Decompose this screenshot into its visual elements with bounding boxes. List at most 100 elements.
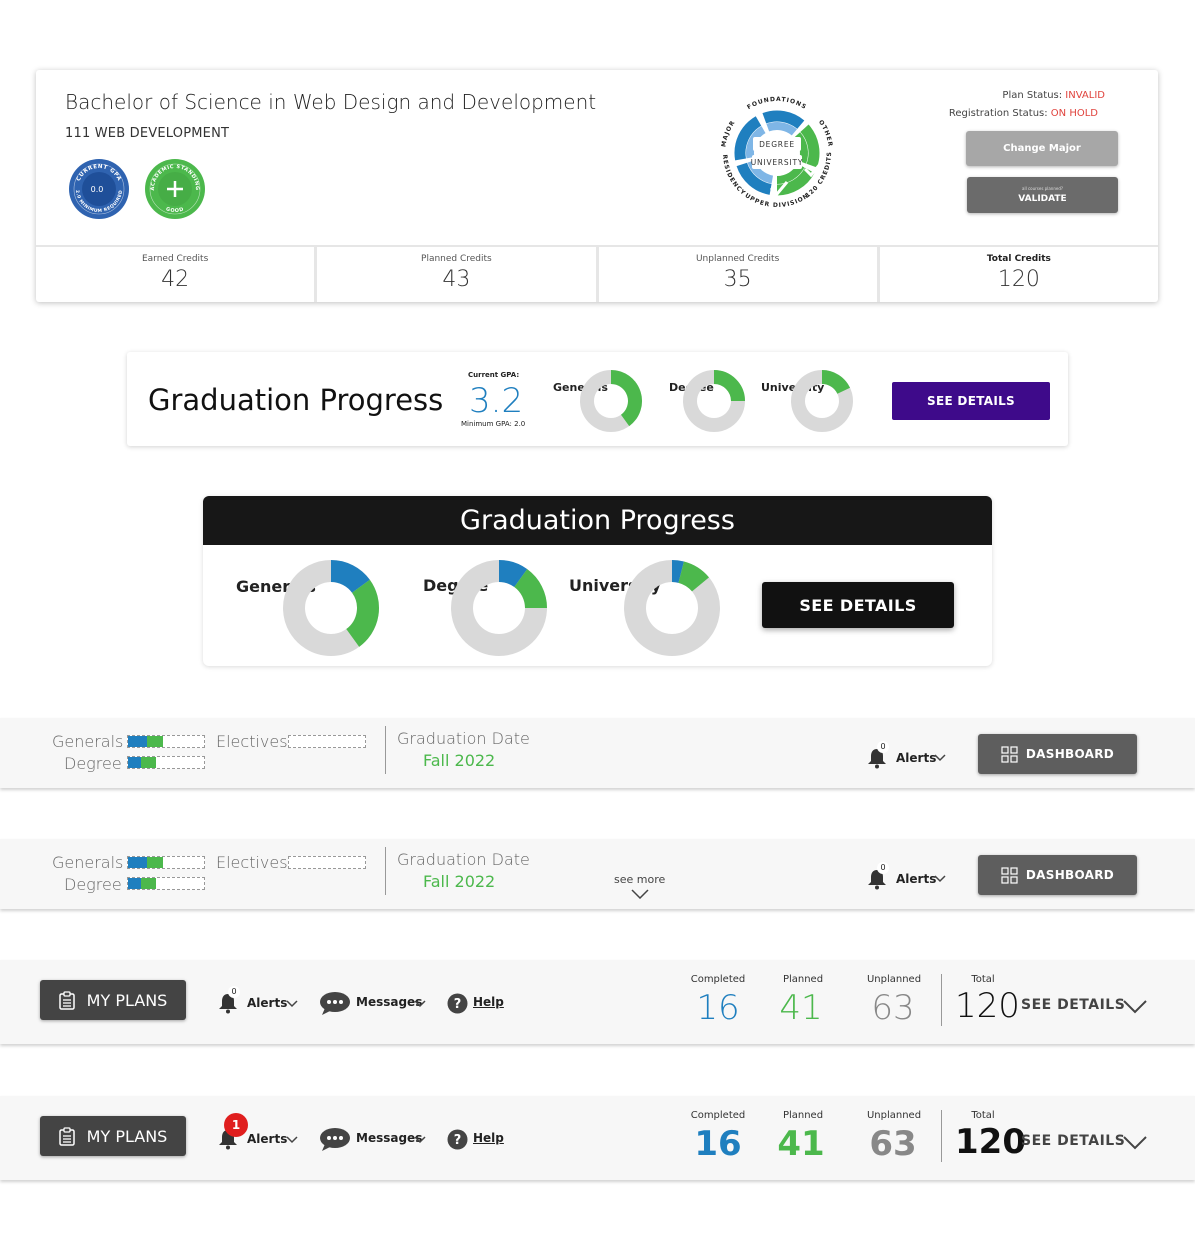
help-icon[interactable]: ? [447,1129,468,1150]
alerts-label[interactable]: Alerts [247,996,288,1010]
help-icon[interactable]: ? [447,993,468,1014]
help-link[interactable]: Help [473,995,504,1009]
messages-label[interactable]: Messages [356,1131,423,1145]
graduation-date-label: Graduation Date [397,729,530,748]
gpa-value: 0.0 [91,185,104,194]
earned-credits: Earned Credits 42 [36,247,318,302]
unplanned-credits: Unplanned Credits 35 [599,247,880,302]
alerts-label[interactable]: Alerts [896,751,937,765]
electives-label: Electives [216,853,288,872]
status-bar: Generals Degree Electives Graduation Dat… [0,718,1195,788]
see-details-link[interactable]: SEE DETAILS [1021,997,1126,1013]
credit-value: 42 [161,267,190,292]
generals-donut [283,560,379,656]
dashboard-button[interactable]: DASHBOARD [978,734,1137,774]
change-major-button[interactable]: Change Major [966,131,1118,166]
messages-icon[interactable] [319,990,351,1016]
chevron-down-icon[interactable] [286,1000,298,1008]
credit-value: 120 [997,267,1040,292]
see-details-link[interactable]: SEE DETAILS [1021,1133,1126,1149]
plan-status-label: Plan Status: [1002,90,1063,101]
chevron-down-icon[interactable] [631,889,649,899]
degree-progress-bar [127,756,205,769]
dashboard-button[interactable]: DASHBOARD [978,855,1137,895]
completed-label: Completed [690,974,746,985]
help-link[interactable]: Help [473,1131,504,1145]
credit-value: 43 [442,267,471,292]
validate-button[interactable]: all courses planned? VALIDATE [967,177,1118,213]
registration-status: Registration Status: ON HOLD [949,108,1098,119]
graduation-progress-header: Graduation Progress [203,496,992,545]
divider [941,1110,942,1162]
see-more-link[interactable]: see more [614,873,666,886]
wheel-segment-outer [762,110,805,130]
generals-donut [580,370,642,432]
planned-arc [513,569,547,609]
dashboard-label: DASHBOARD [1025,868,1115,882]
messages-label[interactable]: Messages [356,995,423,1009]
completed-arc [498,560,528,588]
degree-card: Bachelor of Science in Web Design and De… [36,70,1158,302]
wheel-segment-outer [736,162,772,195]
credit-label: Total Credits [986,254,1051,264]
messages-icon[interactable] [319,1126,351,1152]
unplanned-label: Unplanned [866,1110,922,1121]
electives-label: Electives [216,732,288,751]
degree-title: Bachelor of Science in Web Design and De… [65,90,597,114]
planned-label: Planned [782,1110,824,1121]
planned-arc [345,579,379,647]
chevron-down-icon[interactable] [1123,1000,1147,1014]
wheel-segment-outer [800,124,820,168]
university-donut [624,560,720,656]
generals-progress-bar [127,735,205,748]
graduation-date-value: Fall 2022 [423,872,496,891]
graduation-date-label: Graduation Date [397,850,530,869]
wheel-label-other: OTHER [817,119,833,148]
wheel-center-degree: DEGREE [759,140,795,149]
validate-label: VALIDATE [1018,194,1067,204]
clipboard-icon [58,990,75,1010]
plan-status-value: INVALID [1065,90,1105,101]
see-details-button[interactable]: SEE DETAILS [892,382,1050,420]
svg-text:OTHER: OTHER [817,119,834,148]
chevron-down-icon[interactable] [934,754,946,762]
plans-bar: MY PLANS 0 Alerts Messages ? Help Comple… [0,960,1195,1044]
my-plans-button[interactable]: MY PLANS [40,1116,186,1156]
wheel-label-foundations: FOUNDATIONS [746,96,807,111]
chevron-down-icon[interactable] [934,875,946,883]
alerts-label[interactable]: Alerts [896,872,937,886]
chevron-down-icon[interactable] [286,1136,298,1144]
plan-status: Plan Status: INVALID [1002,90,1105,101]
credit-value: 35 [723,267,752,292]
graduation-date-value: Fall 2022 [423,751,496,770]
alerts-label[interactable]: Alerts [247,1132,288,1146]
my-plans-button[interactable]: MY PLANS [40,980,186,1020]
status-bar-expandable: Generals Degree Electives Graduation Dat… [0,839,1195,909]
chevron-down-icon[interactable] [414,1000,426,1008]
chevron-down-icon[interactable] [414,1136,426,1144]
degree-requirements-wheel: FOUNDATIONS OTHER RESIDENCY UPPER DIVISI… [708,84,846,222]
program-code: 111 WEB DEVELOPMENT [65,126,230,141]
divider [385,726,386,774]
planned-arc [713,370,745,402]
unplanned-label: Unplanned [866,974,922,985]
planned-arc [610,370,642,427]
see-details-button[interactable]: SEE DETAILS [762,582,954,628]
my-plans-label: MY PLANS [86,990,168,1010]
planned-arc [821,370,851,395]
planned-value: 41 [779,988,823,1028]
svg-text:?: ? [454,1133,462,1148]
academic-standing-badge: ACADEMIC STANDING GOOD [144,158,206,220]
electives-progress-bar [288,856,366,869]
plans-bar-bold: MY PLANS 1 Alerts Messages ? Help Comple… [0,1096,1195,1180]
total-credits: Total Credits 120 [880,247,1158,302]
degree-progress-bar [127,877,205,890]
registration-status-value: ON HOLD [1050,108,1098,119]
planned-arc [677,561,709,592]
chevron-down-icon[interactable] [1123,1136,1147,1150]
completed-value: 16 [694,1124,742,1164]
standing-value: GOOD [165,206,184,214]
completed-value: 16 [696,988,740,1028]
divider [941,974,942,1026]
minimum-gpa-label: Minimum GPA: 2.0 [461,420,526,428]
